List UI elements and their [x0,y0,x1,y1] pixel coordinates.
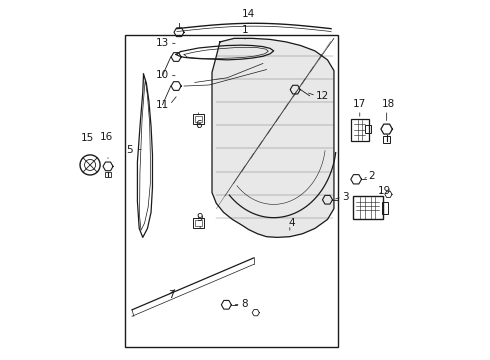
Bar [382,202,389,214]
Text: 7: 7 [168,290,174,300]
Text: 6: 6 [195,120,202,130]
Bar [193,114,204,124]
Text: 17: 17 [353,99,367,109]
Bar [383,136,390,143]
Polygon shape [212,39,334,237]
Text: 1: 1 [242,25,248,35]
Bar [193,218,204,228]
Text: 5: 5 [126,144,133,154]
Bar [195,220,202,226]
Text: 9: 9 [197,213,203,223]
Text: 16: 16 [100,132,114,142]
Text: 4: 4 [288,218,294,228]
Text: 8: 8 [242,299,248,309]
Text: 19: 19 [378,186,391,196]
Text: 13: 13 [156,38,169,48]
Text: 12: 12 [316,91,329,101]
Text: 15: 15 [81,134,95,143]
Text: 10: 10 [156,70,169,80]
Bar [105,172,111,177]
Text: 2: 2 [368,171,375,181]
Text: 14: 14 [242,9,255,19]
Bar [353,196,383,220]
Bar [366,126,371,133]
Bar [125,35,338,347]
Text: 3: 3 [342,192,348,202]
Text: 18: 18 [382,99,395,109]
Bar [351,119,368,140]
Text: 11: 11 [156,100,169,110]
Bar [195,116,202,122]
